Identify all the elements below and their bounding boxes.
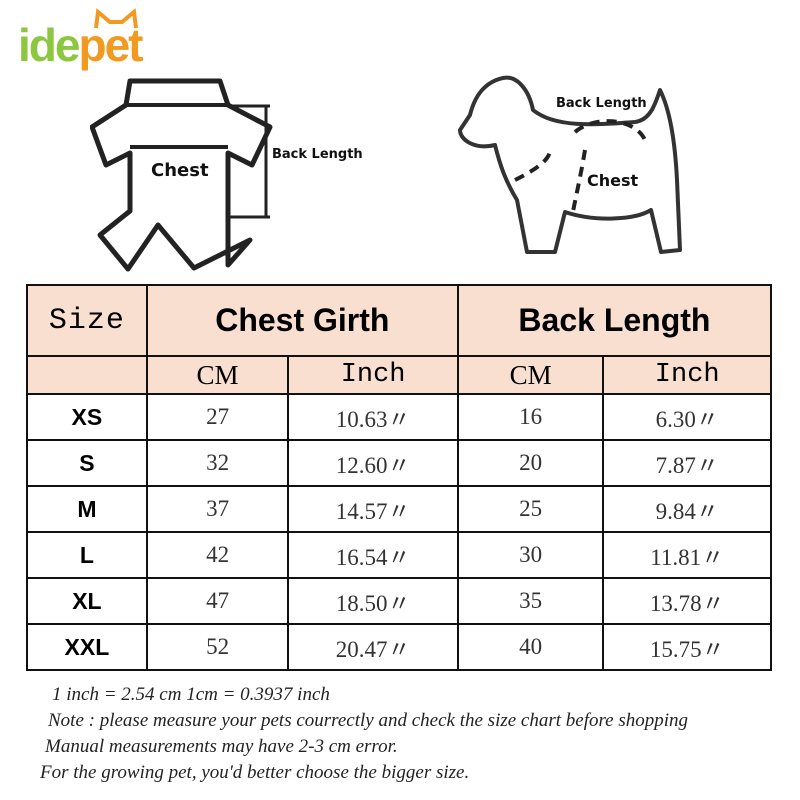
chest-cm-cell: 37 [145, 485, 290, 533]
table-row: M 37 14.57〃 25 9.84〃 [26, 485, 772, 533]
chest-inch-cell: 16.54〃 [287, 531, 459, 579]
size-cell: XS [26, 393, 148, 441]
notes: 1 inch = 2.54 cm 1cm = 0.3937 inch Note … [40, 682, 688, 786]
unit-header: Inch [602, 355, 772, 395]
size-chart-table: Size Chest Girth Back Length CM Inch CM … [26, 284, 773, 671]
cat-ears-icon [94, 8, 138, 29]
dog-diagram [458, 75, 682, 254]
chest-inch-cell: 14.57〃 [287, 485, 459, 533]
measure-note: Note : please measure your pets courrect… [48, 710, 689, 731]
size-cell: M [26, 485, 148, 533]
chest-inch-cell: 20.47〃 [287, 623, 459, 671]
back-inch-cell: 13.78〃 [602, 577, 772, 625]
table-row: XL 47 18.50〃 35 13.78〃 [26, 577, 772, 625]
size-cell: XL [26, 577, 148, 625]
back-cm-cell: 40 [456, 623, 605, 671]
back-inch-cell: 6.30〃 [602, 393, 772, 441]
size-header: Size [26, 284, 148, 357]
unit-header: Inch [287, 355, 459, 395]
chest-cm-cell: 27 [145, 393, 290, 441]
table-row: S 32 12.60〃 20 7.87〃 [26, 439, 772, 487]
dog-chest-label: Chest [587, 171, 639, 190]
conversion-note: 1 inch = 2.54 cm 1cm = 0.3937 inch [52, 684, 330, 705]
back-length-header: Back Length [456, 284, 773, 357]
chest-cm-cell: 52 [145, 623, 290, 671]
chest-inch-cell: 10.63〃 [287, 393, 459, 441]
size-unit-blank [26, 355, 148, 395]
table-row: XS 27 10.63〃 16 6.30〃 [26, 393, 772, 441]
size-cell: S [26, 439, 148, 487]
back-cm-cell: 20 [456, 439, 605, 487]
chest-girth-header: Chest Girth [145, 284, 459, 357]
back-cm-cell: 16 [456, 393, 605, 441]
unit-header: CM [456, 355, 605, 395]
garment-chest-label: Chest [151, 160, 209, 181]
chest-cm-cell: 47 [145, 577, 290, 625]
back-cm-cell: 30 [456, 531, 605, 579]
table-header-row: Size Chest Girth Back Length [26, 284, 773, 357]
size-cell: XXL [26, 623, 148, 671]
table-row: L 42 16.54〃 30 11.81〃 [26, 531, 772, 579]
back-inch-cell: 7.87〃 [602, 439, 772, 487]
dog-back-length-label: Back Length [556, 96, 647, 111]
garment-diagram [90, 78, 273, 272]
table-row: XXL 52 20.47〃 40 15.75〃 [26, 623, 772, 671]
unit-header: CM [145, 355, 290, 395]
chest-inch-cell: 18.50〃 [287, 577, 459, 625]
size-cell: L [26, 531, 148, 579]
logo-text: idepet [18, 19, 143, 71]
idepet-logo: idepet [18, 8, 168, 76]
back-inch-cell: 15.75〃 [602, 623, 772, 671]
chest-cm-cell: 42 [145, 531, 290, 579]
error-note: Manual measurements may have 2-3 cm erro… [45, 736, 398, 757]
growing-pet-note: For the growing pet, you'd better choose… [40, 762, 470, 783]
garment-back-length-label: Back Length [272, 147, 363, 162]
back-cm-cell: 25 [456, 485, 605, 533]
unit-header-row: CM Inch CM Inch [26, 355, 772, 395]
back-cm-cell: 35 [456, 577, 605, 625]
chest-inch-cell: 12.60〃 [287, 439, 459, 487]
back-inch-cell: 11.81〃 [602, 531, 772, 579]
chest-cm-cell: 32 [145, 439, 290, 487]
back-inch-cell: 9.84〃 [602, 485, 772, 533]
